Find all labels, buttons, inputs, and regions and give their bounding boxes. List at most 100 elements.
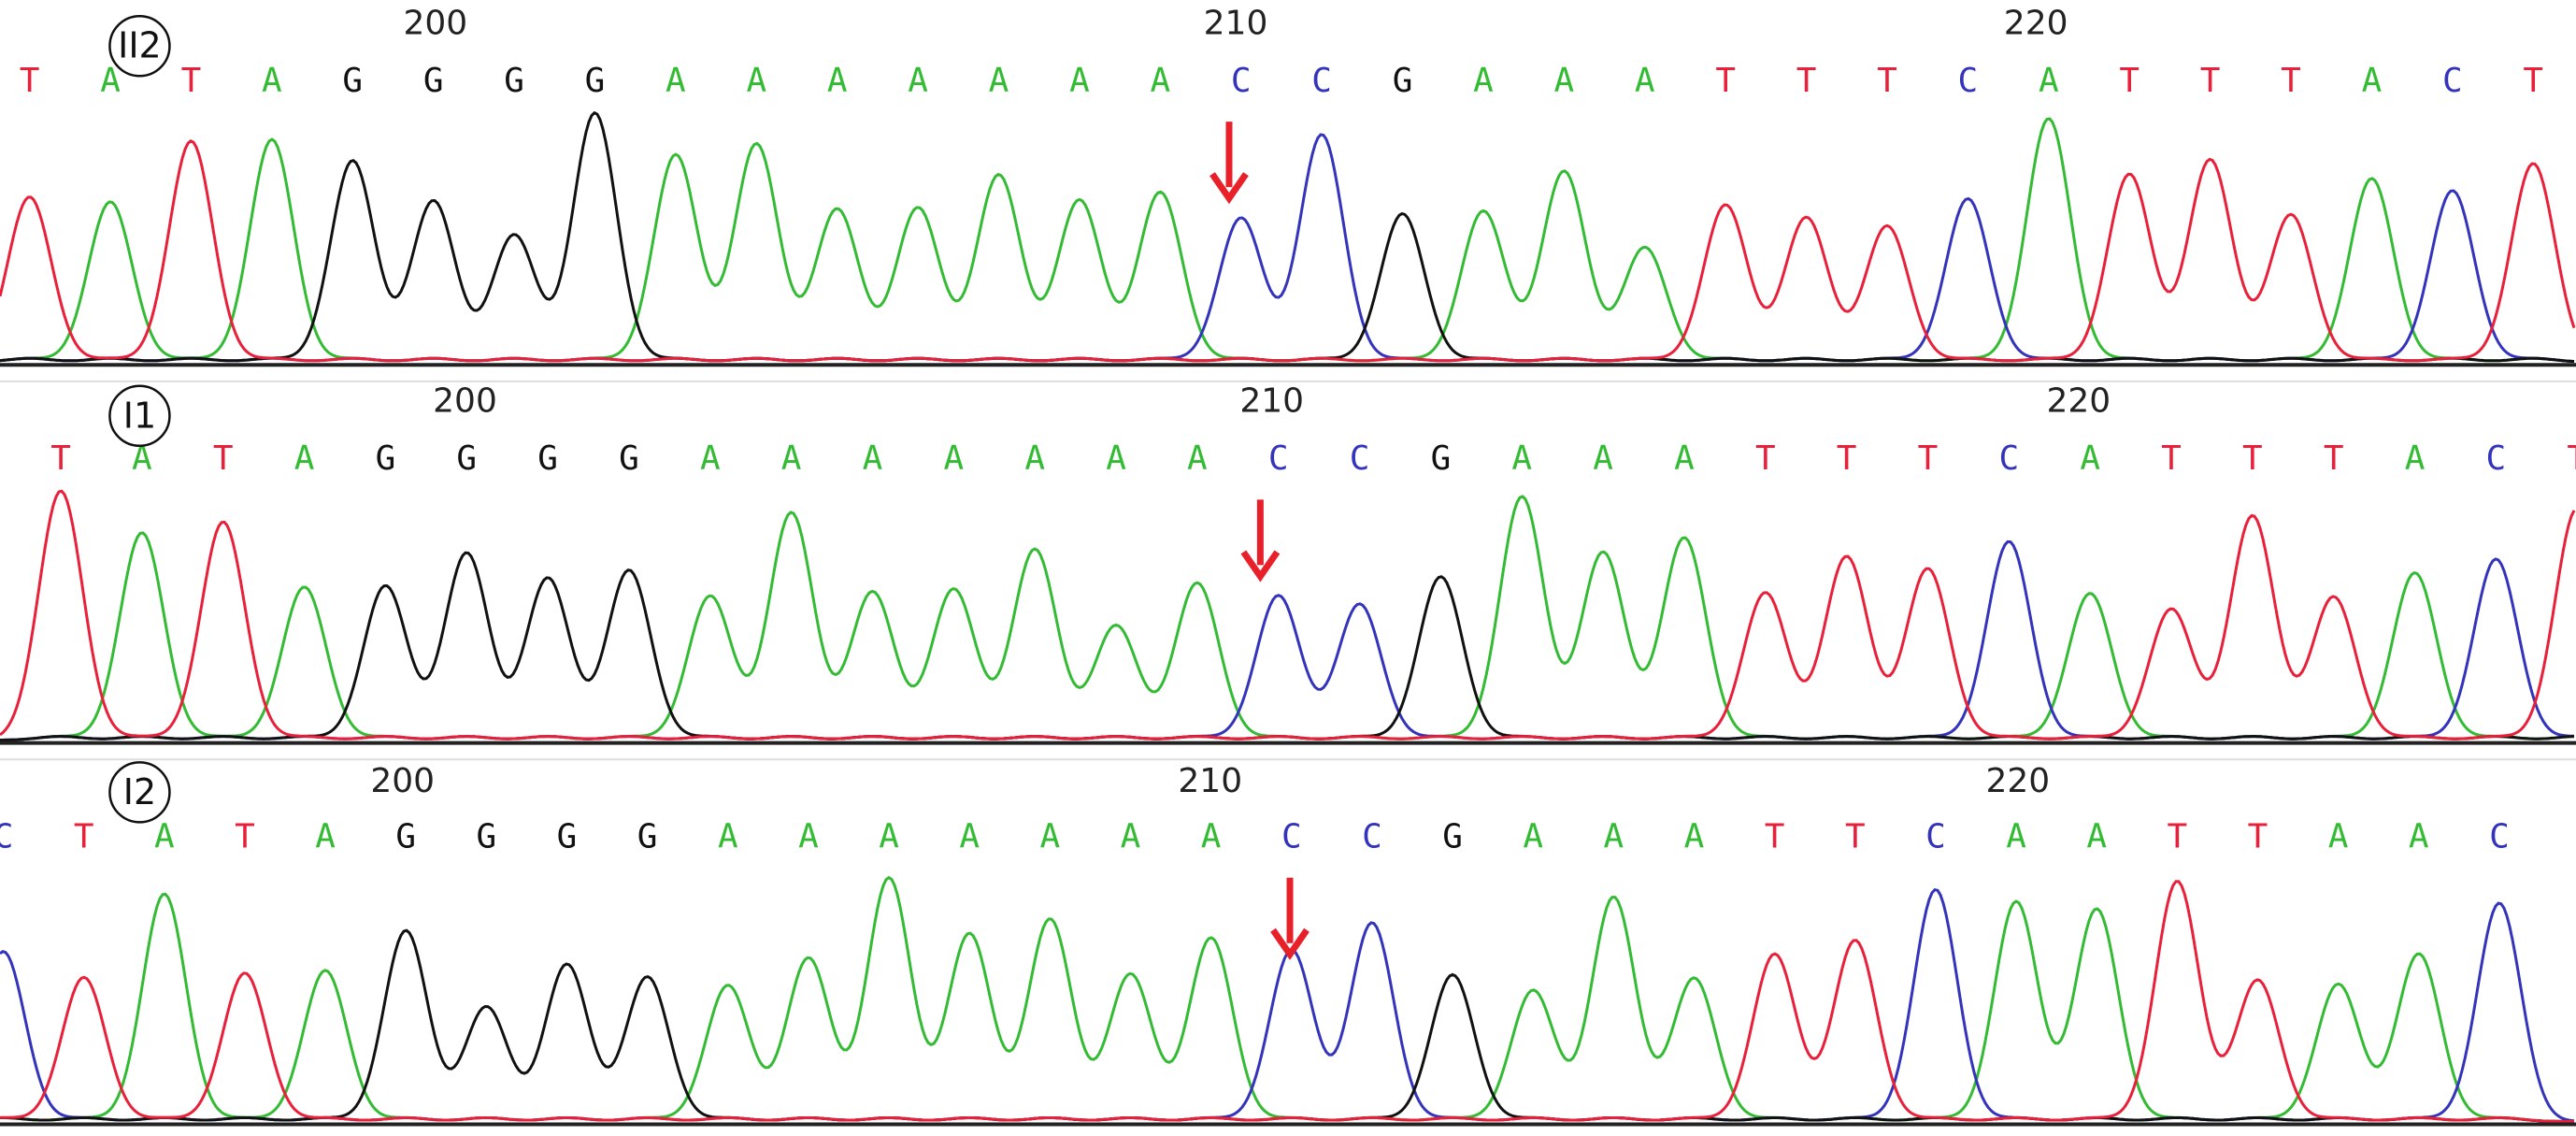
base-call: C [2442, 62, 2463, 100]
trace-a [0, 495, 2575, 741]
base-call: A [1106, 439, 1126, 478]
base-call: G [585, 62, 606, 100]
base-call: A [2362, 62, 2383, 100]
base-call: G [504, 62, 524, 100]
panel: 200 210 220 C T A T A G G G G A A A A A A A C C G A A A T T C A A T T A A… [0, 761, 2576, 1127]
base-call: T [2161, 439, 2182, 478]
base-call: A [1511, 439, 1532, 478]
base-call: T [1765, 818, 1785, 856]
position-label: 210 [1204, 4, 1268, 42]
base-call: C [1231, 62, 1252, 100]
base-call: G [637, 818, 658, 856]
sample-label: I2 [123, 771, 156, 812]
base-call: A [1201, 818, 1222, 856]
base-call: T [1877, 62, 1897, 100]
base-call: T [20, 62, 40, 100]
base-call: G [557, 818, 578, 856]
sample-circle [108, 14, 171, 78]
base-call: A [1593, 439, 1613, 478]
base-call: A [1024, 439, 1045, 478]
base-call: A [665, 62, 686, 100]
base-call: A [718, 818, 738, 856]
base-call: G [376, 439, 396, 478]
base-call: A [2409, 818, 2429, 856]
trace-c [0, 133, 2575, 364]
mutation-arrow-head [1209, 172, 1249, 205]
base-call: A [154, 818, 175, 856]
position-label: 200 [433, 382, 497, 421]
base-call: A [1187, 439, 1208, 478]
sample-circle [108, 761, 171, 824]
base-call: T [50, 439, 71, 478]
base-call: A [132, 439, 152, 478]
base-call: A [2405, 439, 2426, 478]
base-call: A [2039, 62, 2059, 100]
base-call: A [100, 62, 121, 100]
mutation-arrow-head [1240, 550, 1281, 582]
base-call: A [1604, 818, 1624, 856]
base-call: T [2168, 818, 2188, 856]
base-call: T [1715, 62, 1736, 100]
base-call: A [1635, 62, 1655, 100]
base-call: T [2324, 439, 2344, 478]
base-call: A [1674, 439, 1695, 478]
trace-t [0, 489, 2576, 741]
base-call: A [959, 818, 980, 856]
base-call: T [1845, 818, 1866, 856]
base-call: C [2489, 818, 2510, 856]
base-call: C [1281, 818, 1302, 856]
base-call: T [2281, 62, 2301, 100]
base-call: A [1040, 818, 1061, 856]
base-call: A [1473, 62, 1494, 100]
base-call: G [1431, 439, 1452, 478]
base-call: A [989, 62, 1009, 100]
base-call: C [0, 818, 13, 856]
trace-g [0, 551, 2575, 741]
base-call: A [746, 62, 766, 100]
base-call: A [908, 62, 928, 100]
base-call: A [781, 439, 802, 478]
position-label: 210 [1178, 762, 1242, 800]
base-call: T [2567, 439, 2576, 478]
base-call: G [1442, 818, 1463, 856]
base-call: A [1150, 62, 1170, 100]
base-call: A [294, 439, 315, 478]
base-call: A [863, 439, 883, 478]
sample-label: I1 [123, 395, 156, 436]
position-label: 200 [404, 4, 468, 42]
base-call: C [1958, 62, 1979, 100]
base-call: T [213, 439, 234, 478]
base-call: A [943, 439, 964, 478]
position-label: 220 [1985, 762, 2050, 800]
base-call: T [1837, 439, 1857, 478]
position-label: 220 [2004, 4, 2068, 42]
trace-t [0, 880, 2574, 1123]
base-call: G [423, 62, 444, 100]
base-call: G [342, 62, 363, 100]
position-label: 210 [1239, 382, 1304, 421]
base-call: A [2080, 439, 2100, 478]
base-call: C [1362, 818, 1382, 856]
base-call: T [1796, 62, 1817, 100]
sample-circle [108, 384, 171, 448]
base-call: T [74, 818, 94, 856]
base-call: G [619, 439, 639, 478]
panel: 200 210 220 T A T A G G G G A A A A A A A C C G A A A T T T C A T T T A C… [0, 4, 2576, 367]
base-call: A [798, 818, 819, 856]
base-call: C [1268, 439, 1289, 478]
base-call: A [262, 62, 282, 100]
base-call: A [2006, 818, 2026, 856]
base-call: C [1998, 439, 2019, 478]
base-call: C [2486, 439, 2507, 478]
trace-g [0, 928, 2574, 1123]
sample-label: II2 [118, 25, 162, 66]
base-call: A [700, 439, 721, 478]
panel: 200 210 220 T A T A G G G G A A A A A A A C C G A A A T T T C A T T T A C… [0, 382, 2576, 745]
base-call: C [1925, 818, 1946, 856]
base-call: G [456, 439, 477, 478]
position-label: 220 [2047, 382, 2111, 421]
base-call: A [827, 62, 848, 100]
base-call: T [2248, 818, 2268, 856]
base-call: A [1069, 62, 1090, 100]
